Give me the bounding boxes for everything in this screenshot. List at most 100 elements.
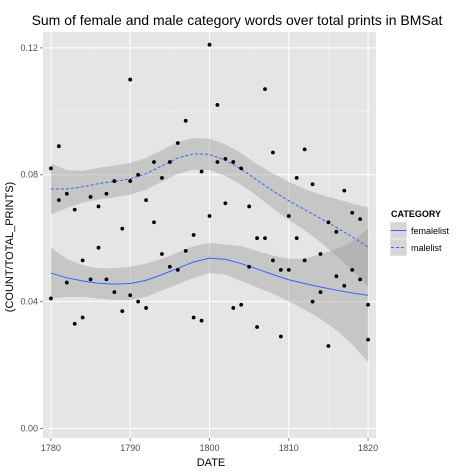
data-point <box>191 315 196 320</box>
data-point <box>167 264 172 269</box>
data-point <box>199 318 204 323</box>
x-tick-label: 1780 <box>41 443 61 453</box>
data-point <box>263 236 267 241</box>
data-point <box>286 214 291 218</box>
x-axis-title: DATE <box>197 457 226 469</box>
x-axis-ticks: 1780 1790 1800 1810 1820 <box>41 438 378 453</box>
legend-keys: femalelist malelist <box>389 221 450 257</box>
data-point <box>326 344 331 348</box>
data-point <box>104 277 109 282</box>
y-tick-label: 0.04 <box>20 297 38 307</box>
data-point <box>358 277 363 282</box>
data-point <box>334 274 339 279</box>
data-point <box>207 214 212 218</box>
x-tick-label: 1810 <box>279 443 299 453</box>
data-point <box>128 179 133 183</box>
data-point <box>72 207 77 212</box>
data-point <box>231 306 236 310</box>
data-point <box>247 204 252 209</box>
data-point <box>191 233 196 237</box>
y-tick-label: 0.12 <box>20 43 38 53</box>
data-point <box>215 103 220 107</box>
data-point <box>278 334 283 339</box>
data-point <box>88 277 93 282</box>
data-point <box>358 217 363 222</box>
data-point <box>255 325 259 329</box>
data-point <box>302 147 307 152</box>
data-point <box>310 299 315 304</box>
data-point <box>294 236 299 241</box>
data-point <box>56 144 61 149</box>
x-tick-label: 1800 <box>199 443 219 453</box>
x-tick-label: 1790 <box>120 443 140 453</box>
grid-lines <box>43 32 376 438</box>
data-point <box>128 293 133 298</box>
data-point <box>112 179 117 183</box>
data-point <box>144 306 148 310</box>
data-point <box>223 201 228 206</box>
data-point <box>231 160 236 164</box>
data-point <box>64 191 69 196</box>
legend-title: CATEGORY <box>391 209 441 219</box>
data-point <box>183 118 188 123</box>
data-point <box>366 302 370 307</box>
data-point <box>80 315 85 320</box>
data-point <box>342 188 347 193</box>
legend-label-femalelist: femalelist <box>411 226 450 236</box>
data-point <box>49 166 53 171</box>
data-point <box>72 321 77 326</box>
data-point <box>136 172 141 177</box>
data-point <box>239 302 244 307</box>
legend-label-malelist: malelist <box>411 243 442 253</box>
y-tick-label: 0.00 <box>20 423 38 433</box>
data-point <box>112 290 117 294</box>
data-point <box>271 150 275 155</box>
data-point <box>167 160 172 164</box>
data-point <box>160 176 164 180</box>
data-point <box>310 182 315 187</box>
data-point <box>215 160 220 164</box>
data-point <box>120 309 125 314</box>
data-point <box>175 141 180 145</box>
data-point <box>366 337 370 342</box>
data-point <box>294 176 299 180</box>
data-point <box>342 283 347 288</box>
data-point <box>80 258 85 263</box>
y-tick-label: 0.08 <box>20 170 38 180</box>
data-point <box>271 258 275 263</box>
data-point <box>152 220 156 225</box>
data-point <box>160 252 164 256</box>
smooth-lines <box>50 153 369 296</box>
data-point <box>239 166 244 171</box>
legend: CATEGORY femalelist malelist <box>389 209 450 257</box>
data-point <box>49 296 53 301</box>
data-point <box>263 87 267 91</box>
data-point <box>64 280 69 285</box>
data-point <box>152 160 156 164</box>
confidence-band-malelist <box>50 137 369 287</box>
data-point <box>318 252 323 256</box>
data-point <box>136 299 141 304</box>
data-point <box>318 290 323 294</box>
data-point <box>175 267 180 272</box>
data-point <box>128 77 133 82</box>
data-point <box>255 236 259 241</box>
chart-title: Sum of female and male category words ov… <box>32 12 443 28</box>
data-point <box>183 248 188 253</box>
data-point <box>199 169 204 174</box>
data-point <box>326 220 331 225</box>
x-tick-label: 1820 <box>358 443 378 453</box>
data-point <box>96 204 101 209</box>
confidence-bands <box>50 137 369 362</box>
data-point <box>278 267 283 272</box>
series-line-femalelist <box>50 257 369 296</box>
data-point <box>286 267 291 272</box>
data-point <box>350 210 355 215</box>
data-point <box>223 156 228 161</box>
data-point <box>96 245 101 250</box>
data-point <box>120 226 125 231</box>
data-point <box>247 264 252 269</box>
series-line-malelist <box>50 153 369 248</box>
